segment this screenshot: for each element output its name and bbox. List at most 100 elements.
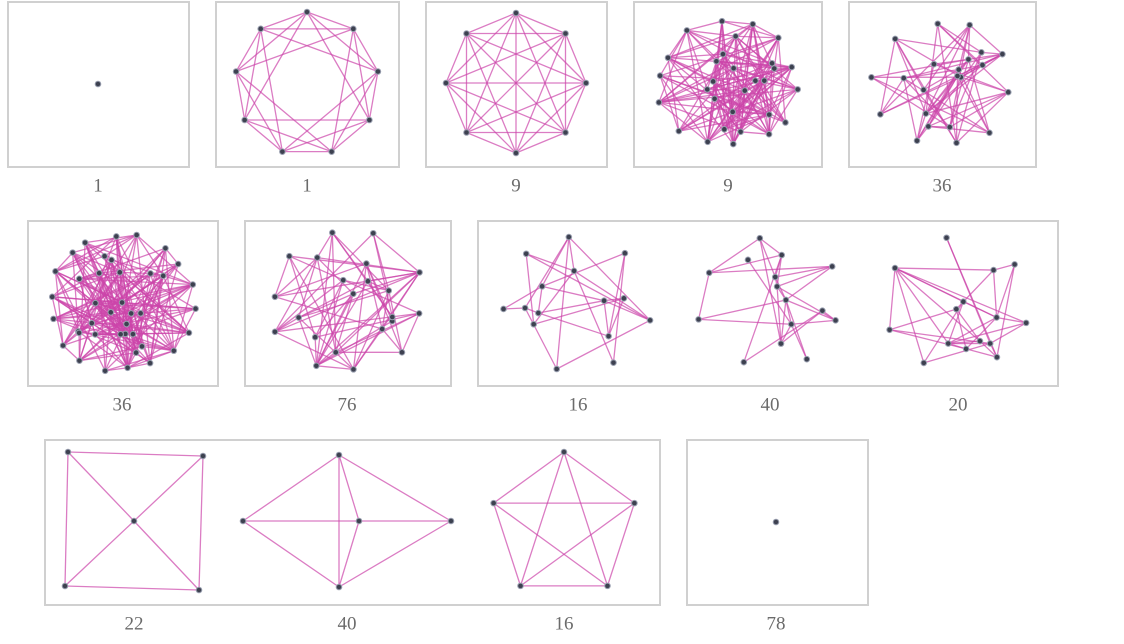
edge xyxy=(716,37,779,62)
vertex xyxy=(761,77,768,84)
vertex xyxy=(718,17,726,25)
vertex xyxy=(713,57,720,65)
edge xyxy=(94,302,137,354)
vertex xyxy=(137,310,144,317)
edge xyxy=(776,265,833,288)
edge xyxy=(556,319,651,370)
edge xyxy=(525,253,575,272)
vertex xyxy=(369,229,377,237)
edge xyxy=(697,272,710,320)
vertex xyxy=(730,64,737,72)
edge xyxy=(466,33,566,133)
vertex xyxy=(538,283,546,290)
vertex xyxy=(69,249,76,256)
vertex xyxy=(130,517,138,525)
vertex xyxy=(311,333,319,341)
edge xyxy=(79,272,100,280)
edge xyxy=(352,28,370,121)
edge xyxy=(981,51,1003,55)
edge xyxy=(242,520,340,588)
edge xyxy=(768,66,793,115)
vertex xyxy=(199,452,207,460)
edge xyxy=(282,119,370,153)
edge xyxy=(707,61,718,142)
edge xyxy=(759,237,776,278)
edge xyxy=(740,68,775,133)
edge xyxy=(78,278,132,314)
edge xyxy=(314,279,344,338)
edge xyxy=(563,451,609,587)
edge xyxy=(752,23,779,39)
label: 40 xyxy=(761,394,780,415)
vertex xyxy=(664,54,672,62)
edge xyxy=(996,316,1027,324)
edge xyxy=(54,271,80,334)
vertex xyxy=(946,123,954,131)
vertex xyxy=(778,251,786,259)
vertex xyxy=(335,583,343,591)
edge xyxy=(775,265,833,278)
edge xyxy=(993,263,1015,271)
edge xyxy=(316,365,354,371)
vertex xyxy=(695,316,702,323)
vertex xyxy=(553,365,561,373)
vertex xyxy=(232,68,240,75)
edge xyxy=(316,232,333,258)
edge xyxy=(136,234,194,286)
edge xyxy=(133,520,200,591)
edge xyxy=(368,71,379,121)
edge xyxy=(298,317,354,370)
edge xyxy=(331,71,379,152)
edge xyxy=(894,267,964,303)
edge xyxy=(925,24,971,114)
edge xyxy=(163,275,193,286)
vertex xyxy=(75,275,83,283)
vertex xyxy=(185,329,193,337)
edge xyxy=(735,36,746,91)
vertex xyxy=(655,99,663,106)
edge xyxy=(126,283,194,325)
vertex xyxy=(241,116,248,124)
edge xyxy=(712,81,725,130)
vertex xyxy=(765,130,773,138)
vertex xyxy=(990,266,997,274)
edge xyxy=(132,248,167,335)
edge xyxy=(121,275,164,304)
vertex xyxy=(530,320,537,328)
vertex xyxy=(374,68,382,75)
edge xyxy=(105,367,128,372)
edge xyxy=(894,267,949,344)
edge xyxy=(947,316,997,345)
edge xyxy=(721,20,753,25)
edge xyxy=(260,28,379,73)
edge xyxy=(963,301,997,319)
edge xyxy=(104,234,137,257)
vertex xyxy=(50,315,57,323)
vertex xyxy=(604,582,611,590)
edge xyxy=(91,272,121,324)
vertex xyxy=(683,27,691,34)
edge xyxy=(780,323,792,344)
vertex xyxy=(704,138,711,146)
label: 16 xyxy=(555,613,574,634)
edge xyxy=(658,80,765,104)
frame xyxy=(477,220,1059,387)
edge xyxy=(352,28,379,72)
edge xyxy=(715,21,723,62)
edge xyxy=(381,328,403,353)
vertex xyxy=(803,355,811,363)
frame xyxy=(686,439,869,606)
edge xyxy=(989,322,1027,345)
edge xyxy=(949,59,970,128)
edge xyxy=(533,270,575,325)
edge xyxy=(466,131,517,154)
edge xyxy=(78,278,93,324)
vertex xyxy=(132,349,140,357)
edge xyxy=(331,232,369,282)
edge xyxy=(77,302,96,332)
edge xyxy=(78,278,96,304)
edge xyxy=(706,61,718,90)
vertex xyxy=(886,326,893,334)
edge xyxy=(298,280,369,319)
edge xyxy=(367,271,420,282)
